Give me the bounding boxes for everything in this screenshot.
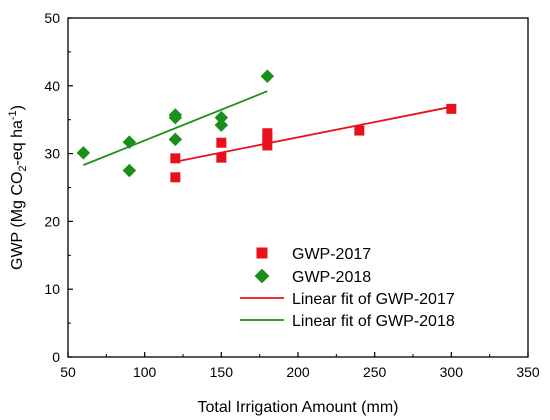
- data-point: [214, 110, 229, 125]
- y-tick-label: 30: [44, 146, 60, 162]
- legend-marker: [254, 268, 270, 284]
- x-tick-label: 50: [60, 364, 76, 380]
- legend-label: Linear fit of GWP-2017: [292, 291, 455, 308]
- y-axis-label-subscript: 2: [17, 165, 29, 171]
- x-tick-label: 350: [516, 364, 540, 380]
- data-point: [168, 110, 183, 125]
- x-tick-label: 100: [133, 364, 157, 380]
- y-axis-label: GWP (Mg CO2-eq ha-1): [7, 105, 29, 270]
- x-axis-label: Total Irrigation Amount (mm): [198, 399, 399, 416]
- y-axis-label-suffix: ): [9, 105, 26, 110]
- data-point: [168, 132, 183, 147]
- data-point: [214, 118, 229, 132]
- x-tick-label: 300: [440, 364, 464, 380]
- x-tick-label: 250: [363, 364, 387, 380]
- x-tick-label: 200: [286, 364, 310, 380]
- data-point: [216, 152, 227, 163]
- data-point: [170, 153, 181, 164]
- data-point: [260, 69, 275, 84]
- data-point: [122, 135, 137, 149]
- y-tick-label: 10: [44, 281, 60, 297]
- data-points: [76, 69, 457, 183]
- x-tick-label: 150: [210, 364, 234, 380]
- y-axis-label-prefix: GWP (Mg CO: [9, 172, 26, 270]
- axis-ticks: 50 100 150 200 250 300 350 0 10 20 30 40 50: [44, 10, 539, 380]
- legend-label: GWP-2017: [292, 246, 371, 263]
- legend: GWP-2017 GWP-2018 Linear fit of GWP-2017 Li…: [240, 246, 455, 330]
- fit-line: [82, 90, 268, 166]
- data-point: [122, 163, 137, 178]
- fit-line: [175, 105, 452, 163]
- data-point: [354, 125, 365, 136]
- y-axis-label-middle: -eq ha: [9, 120, 26, 165]
- data-point: [262, 140, 273, 151]
- y-tick-label: 50: [44, 10, 60, 26]
- data-point: [446, 103, 457, 114]
- y-tick-label: 0: [52, 349, 60, 365]
- legend-marker: [256, 247, 268, 259]
- y-axis-label-superscript: -1: [7, 110, 19, 120]
- legend-label: Linear fit of GWP-2018: [292, 313, 455, 330]
- data-point: [262, 133, 273, 144]
- y-tick-label: 40: [44, 78, 60, 94]
- fit-lines: [82, 90, 452, 166]
- data-point: [216, 137, 227, 148]
- y-tick-label: 20: [44, 213, 60, 229]
- data-point: [76, 146, 91, 160]
- legend-label: GWP-2018: [292, 269, 371, 286]
- data-point: [262, 128, 273, 139]
- data-point: [170, 172, 181, 183]
